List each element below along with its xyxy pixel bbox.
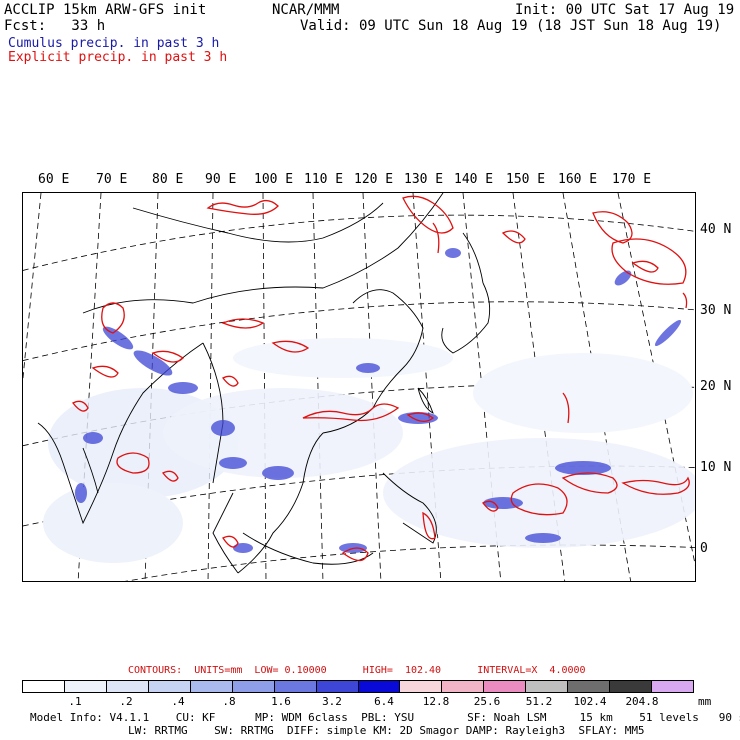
precip-map [22, 192, 696, 582]
colorbar-swatch [400, 681, 443, 692]
colorbar-swatch [23, 681, 65, 692]
colorbar-swatch [190, 681, 233, 692]
colorbar-tick: 3.2 [322, 695, 342, 708]
lon-label: 140 E [454, 172, 494, 187]
colorbar-swatch [274, 681, 317, 692]
map-canvas [23, 193, 695, 581]
lon-label: 90 E [205, 172, 237, 187]
lon-label: 80 E [152, 172, 184, 187]
lat-label: 20 N [700, 379, 732, 394]
colorbar-tick: 12.8 [422, 695, 450, 708]
colorbar-swatch [610, 681, 653, 692]
lon-line [362, 193, 382, 581]
lon-line [262, 193, 267, 581]
lon-label: 160 E [558, 172, 598, 187]
colorbar-swatch [526, 681, 569, 692]
colorbar-tick: 1.6 [271, 695, 291, 708]
lat-label: 0 [700, 541, 708, 556]
legend-explicit: Explicit precip. in past 3 h [8, 50, 228, 65]
colorbar-swatch [484, 681, 527, 692]
forecast-hour: Fcst: 33 h [4, 18, 106, 34]
colorbar-tick: 204.8 [625, 695, 659, 708]
colorbar [22, 680, 694, 693]
contour-info: CONTOURS: UNITS=mm LOW= 0.10000 HIGH= 10… [128, 665, 586, 676]
colorbar-swatch [106, 681, 149, 692]
colorbar-tick: .4 [171, 695, 185, 708]
lon-label: 70 E [96, 172, 128, 187]
valid-time: Valid: 09 UTC Sun 18 Aug 19 (18 JST Sun … [300, 18, 722, 34]
lon-line [312, 193, 324, 581]
legend-cumulus: Cumulus precip. in past 3 h [8, 36, 220, 51]
colorbar-tick: .8 [222, 695, 236, 708]
cumulus-precip [75, 248, 682, 553]
colorbar-swatch [148, 681, 191, 692]
colorbar-swatch [442, 681, 485, 692]
lat-label: 10 N [700, 460, 732, 475]
lat-line-0 [125, 544, 695, 581]
model-title: ACCLIP 15km ARW-GFS init [4, 2, 207, 18]
lat-line-40n [23, 214, 695, 271]
lon-label: 130 E [404, 172, 444, 187]
model-info-line1: Model Info: V4.1.1 CU: KF MP: WDM 6class… [30, 711, 740, 724]
colorbar-tick: 6.4 [374, 695, 394, 708]
colorbar-swatch [316, 681, 359, 692]
lon-label: 100 E [254, 172, 294, 187]
lon-label: 150 E [506, 172, 546, 187]
colorbar-tick: .2 [119, 695, 133, 708]
init-time: Init: 00 UTC Sat 17 Aug 19 [515, 2, 735, 18]
lon-line [512, 193, 566, 581]
colorbar-swatch [64, 681, 107, 692]
model-info-line2: LW: RRTMG SW: RRTMG DIFF: simple KM: 2D … [128, 724, 645, 737]
lon-label: 170 E [612, 172, 652, 187]
lon-line [207, 193, 214, 581]
lon-line [562, 193, 632, 581]
colorbar-tick: 102.4 [573, 695, 607, 708]
lat-line-30n [23, 301, 695, 362]
lat-label: 30 N [700, 303, 732, 318]
lon-label: 110 E [304, 172, 344, 187]
colorbar-tick: 25.6 [473, 695, 501, 708]
colorbar-swatch [232, 681, 275, 692]
lon-line [23, 193, 42, 382]
colorbar-unit: mm [698, 695, 712, 708]
lon-label: 120 E [354, 172, 394, 187]
colorbar-tick: .1 [68, 695, 82, 708]
lat-label: 40 N [700, 222, 732, 237]
explicit-precip [72, 195, 690, 562]
light-precip-areas [43, 338, 695, 563]
lon-label: 60 E [38, 172, 70, 187]
colorbar-swatch [568, 681, 611, 692]
colorbar-swatch [652, 681, 693, 692]
colorbar-tick: 51.2 [525, 695, 553, 708]
org-label: NCAR/MMM [272, 2, 340, 18]
colorbar-swatch [358, 681, 401, 692]
